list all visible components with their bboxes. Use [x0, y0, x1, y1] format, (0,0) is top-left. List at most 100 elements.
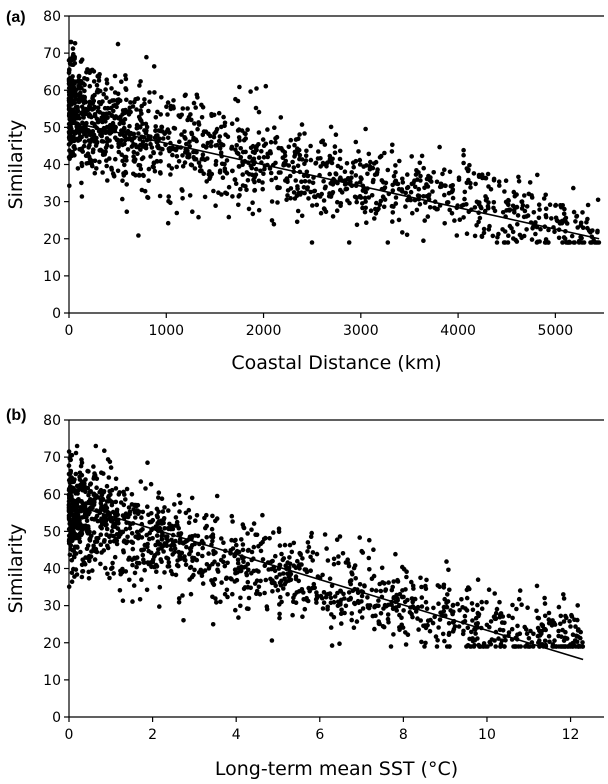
data-point [484, 622, 490, 628]
data-point [444, 644, 450, 649]
data-point [423, 586, 429, 592]
data-point [300, 556, 305, 561]
data-point [166, 508, 171, 513]
data-point [98, 561, 103, 567]
data-point [84, 161, 89, 166]
data-point [249, 549, 255, 555]
data-point [186, 520, 192, 525]
data-point [210, 538, 215, 544]
data-point [345, 176, 351, 181]
data-point [448, 183, 454, 189]
data-point [552, 638, 557, 643]
data-point [119, 118, 124, 123]
data-point [514, 239, 520, 244]
data-point [363, 189, 369, 195]
data-point [136, 131, 141, 136]
data-point [86, 569, 91, 575]
data-point [320, 572, 325, 578]
data-point [176, 549, 181, 555]
data-point [222, 563, 228, 569]
data-point [188, 564, 194, 570]
data-point [442, 596, 448, 602]
data-point [477, 215, 483, 221]
data-point [229, 513, 235, 519]
data-point [233, 607, 238, 613]
data-point [422, 218, 428, 223]
data-point [194, 513, 200, 518]
data-point [380, 624, 386, 629]
data-point [123, 569, 129, 574]
data-point [376, 598, 381, 603]
data-point [308, 143, 313, 149]
data-point [120, 196, 125, 202]
data-point [309, 240, 315, 245]
data-point [113, 486, 119, 491]
data-point [96, 78, 102, 83]
data-point [471, 644, 477, 649]
data-point [91, 517, 97, 522]
data-point [506, 207, 512, 213]
y-tick-label: 20 [43, 636, 61, 652]
data-point [243, 564, 248, 570]
x-tick-label: 5000 [538, 323, 574, 339]
data-point [457, 608, 462, 613]
data-point [305, 540, 311, 545]
data-point [115, 168, 121, 174]
data-point [280, 148, 286, 153]
x-tick-label: 0 [65, 727, 74, 743]
y-tick-label: 80 [43, 413, 61, 429]
data-point [127, 123, 132, 129]
data-point [331, 556, 337, 562]
data-point [268, 139, 274, 145]
data-point [138, 479, 144, 484]
data-point [79, 163, 85, 169]
data-point [107, 156, 112, 161]
data-point [322, 532, 328, 537]
data-point [111, 174, 117, 179]
data-point [68, 468, 74, 474]
data-point [146, 178, 151, 183]
data-point [529, 237, 535, 242]
data-point [314, 590, 319, 595]
data-point [569, 233, 575, 239]
data-point [567, 619, 572, 624]
data-point [462, 196, 467, 202]
data-point [100, 139, 106, 144]
data-point [301, 590, 306, 595]
data-point [276, 145, 282, 151]
data-point [72, 41, 78, 46]
data-point [85, 67, 90, 72]
data-point [525, 605, 530, 610]
data-point [104, 526, 110, 532]
data-point [495, 235, 500, 240]
data-point [250, 200, 255, 205]
data-point [423, 599, 429, 605]
data-point [154, 564, 160, 569]
data-point [337, 534, 343, 539]
data-point [109, 86, 114, 91]
data-point [378, 198, 384, 204]
data-point [442, 638, 447, 644]
data-point [373, 211, 379, 216]
data-point [390, 142, 395, 148]
data-point [494, 240, 500, 245]
data-point [358, 175, 364, 180]
data-point [446, 567, 451, 573]
data-point [533, 220, 538, 225]
x-tick-label: 2000 [246, 323, 282, 339]
data-point [162, 570, 167, 575]
data-point [292, 142, 297, 148]
data-point [403, 630, 408, 635]
data-point [424, 577, 429, 583]
data-point [398, 624, 404, 630]
data-point [556, 604, 562, 610]
data-point [500, 210, 506, 215]
data-point [360, 550, 366, 555]
data-point [70, 46, 76, 51]
data-point [456, 175, 462, 180]
data-point [251, 177, 256, 183]
y-tick-label: 40 [43, 158, 61, 174]
data-point [308, 157, 314, 163]
data-point [229, 576, 234, 582]
data-point [79, 146, 84, 151]
